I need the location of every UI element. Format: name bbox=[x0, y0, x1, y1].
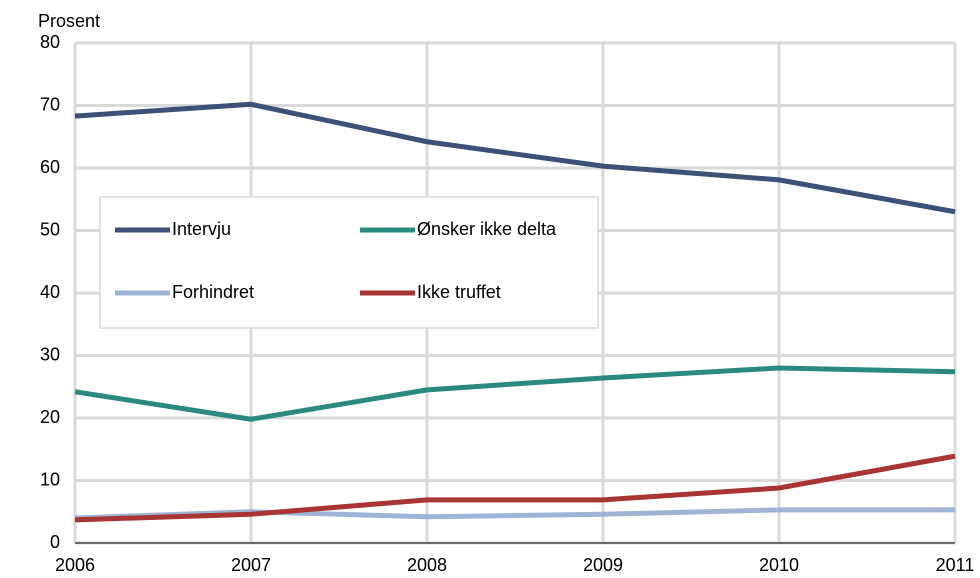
series-line bbox=[74, 101, 956, 215]
y-tick-label: 80 bbox=[40, 32, 60, 52]
legend-label: Ikke truffet bbox=[417, 282, 501, 302]
y-tick-label: 50 bbox=[40, 219, 60, 239]
y-tick-label: 10 bbox=[40, 469, 60, 489]
y-tick-label: 40 bbox=[40, 282, 60, 302]
x-tick-label: 2006 bbox=[55, 555, 95, 575]
legend-label: Ønsker ikke delta bbox=[417, 219, 557, 239]
y-tick-label: 30 bbox=[40, 344, 60, 364]
x-tick-label: 2010 bbox=[759, 555, 799, 575]
x-tick-label: 2011 bbox=[936, 555, 975, 575]
series-line bbox=[74, 453, 956, 523]
x-tick-label: 2007 bbox=[231, 555, 271, 575]
y-tick-label: 20 bbox=[40, 407, 60, 427]
series-line bbox=[74, 365, 956, 422]
y-tick-label: 60 bbox=[40, 157, 60, 177]
legend-box bbox=[99, 196, 599, 329]
legend-label: Forhindret bbox=[172, 282, 254, 302]
x-tick-label: 2009 bbox=[583, 555, 623, 575]
y-axis-label: Prosent bbox=[38, 11, 100, 31]
legend-label: Intervju bbox=[172, 219, 231, 239]
legend: Intervju Ønsker ikke delta Forhindret Ikke … bbox=[99, 196, 599, 329]
y-tick-label: 0 bbox=[50, 532, 60, 552]
x-tick-label: 2008 bbox=[407, 555, 447, 575]
y-tick-label: 70 bbox=[40, 94, 60, 114]
